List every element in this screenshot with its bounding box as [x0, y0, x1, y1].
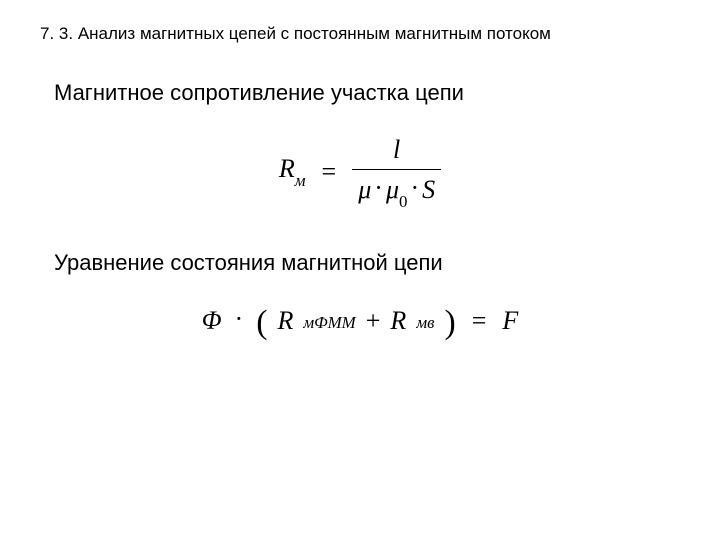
f2-R2: R — [390, 308, 406, 334]
formula1-denominator: μ·μ0·S — [352, 169, 441, 209]
den-mu0: μ — [386, 175, 399, 204]
symbol-F: F — [502, 308, 518, 334]
section-number: 7. 3. — [40, 24, 73, 43]
section-heading: 7. 3. Анализ магнитных цепей с постоянны… — [40, 24, 680, 44]
formula-1-row: Rм = l μ·μ0·S — [279, 134, 441, 210]
page-root: 7. 3. Анализ магнитных цепей с постоянны… — [0, 0, 720, 540]
f2-R1: R — [277, 308, 293, 334]
formula1-eq: = — [316, 159, 343, 185]
paragraph-2: Уравнение состояния магнитной цепи — [54, 250, 680, 276]
paragraph-1: Магнитное сопротивление участка цепи — [54, 80, 680, 106]
den-S: S — [422, 175, 435, 204]
f2-plus: + — [366, 308, 381, 334]
f2-eq: = — [466, 308, 493, 334]
formula1-numerator: l — [387, 134, 406, 169]
symbol-R: R — [279, 154, 295, 183]
formula1-lhs: Rм — [279, 156, 306, 187]
section-title-text: Анализ магнитных цепей с постоянным магн… — [78, 24, 551, 43]
formula1-fraction: l μ·μ0·S — [352, 134, 441, 210]
formula-2-row: Φ · ( RмФММ + Rмв) = F — [202, 304, 519, 338]
symbol-R-sub: м — [295, 171, 306, 190]
f2-rparen: ) — [444, 306, 455, 340]
formula-reluctance: Rм = l μ·μ0·S — [40, 134, 680, 210]
f2-dot1: · — [232, 306, 247, 332]
den-mu: μ — [358, 175, 371, 204]
den-dot2: · — [407, 173, 422, 202]
den-dot1: · — [371, 173, 386, 202]
f2-lparen: ( — [256, 306, 267, 340]
symbol-phi: Φ — [202, 308, 222, 334]
formula-state-equation: Φ · ( RмФММ + Rмв) = F — [40, 304, 680, 338]
f2-R1-sub: мФММ — [303, 315, 355, 332]
f2-R2-sub: мв — [416, 315, 434, 332]
